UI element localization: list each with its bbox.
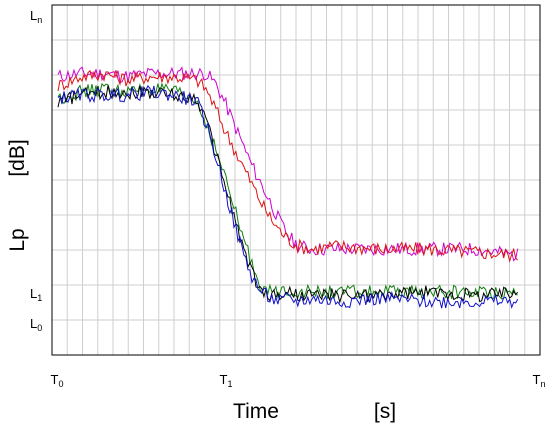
x-axis-title: Time xyxy=(233,400,279,423)
tick-labels: L0 L1 Ln T0 T1 Tn xyxy=(30,8,545,389)
x-tick-label: T1 xyxy=(220,372,233,389)
y-tick-label: L0 xyxy=(30,316,42,333)
plot-border xyxy=(51,4,541,356)
y-tick-label: Ln xyxy=(30,8,42,25)
x-axis-unit: [s] xyxy=(374,400,396,423)
y-axis-title: Lp xyxy=(6,228,29,251)
series-line-5 xyxy=(57,84,519,309)
series-lines xyxy=(57,66,519,309)
x-tick-label: Tn xyxy=(533,372,546,389)
series-line-2 xyxy=(57,69,519,263)
series-line-4 xyxy=(57,85,519,304)
y-tick-label: L1 xyxy=(30,286,42,303)
y-axis-unit: [dB] xyxy=(6,139,29,176)
x-tick-label: T0 xyxy=(51,372,64,389)
